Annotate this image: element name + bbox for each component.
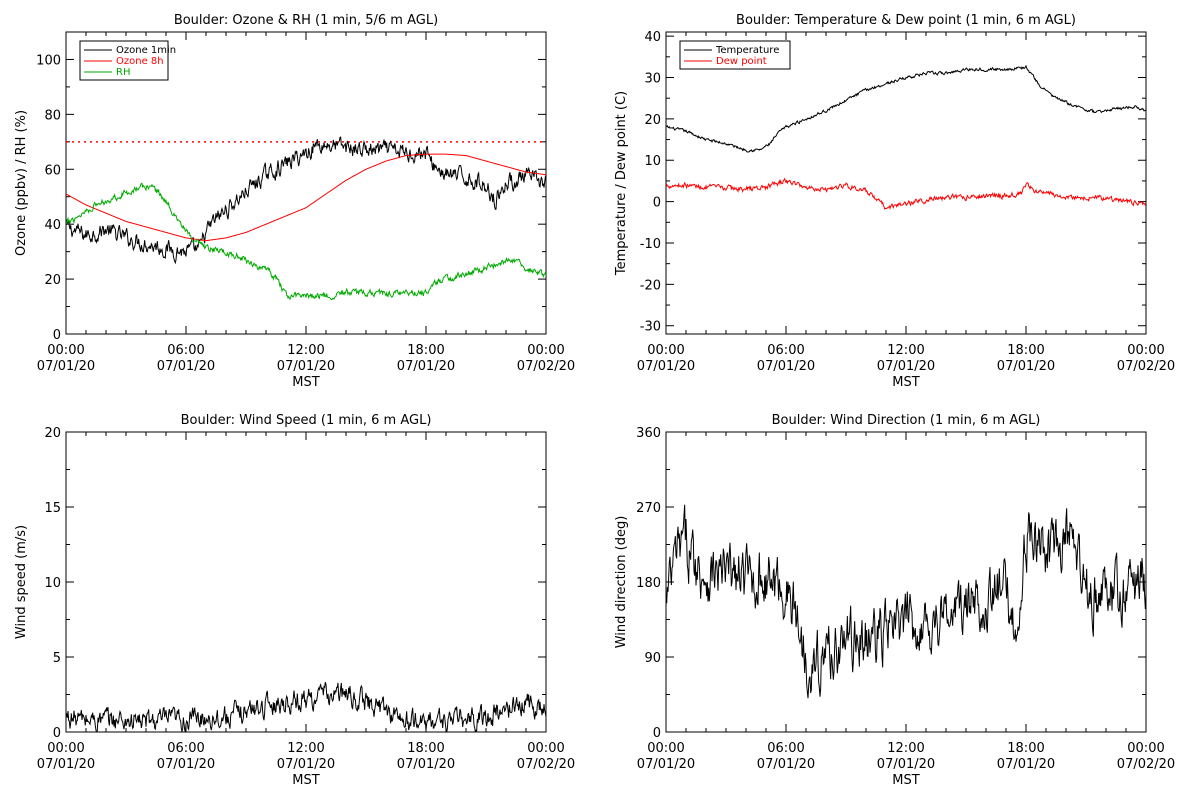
y-tick-label: 270 — [636, 501, 661, 516]
x-tick-label-time: 18:00 — [1007, 741, 1044, 756]
y-tick-label: 100 — [36, 53, 61, 68]
x-tick-label-date: 07/01/20 — [757, 757, 815, 772]
x-tick-label-date: 07/02/20 — [1117, 757, 1175, 772]
legend-label: Ozone 8h — [116, 56, 164, 67]
x-tick-label-time: 18:00 — [1007, 343, 1044, 358]
series-line-temperature — [666, 64, 1146, 153]
y-tick-label: 360 — [636, 426, 661, 441]
wind-speed-panel: Boulder: Wind Speed (1 min, 6 m AGL) 0 5 10… — [14, 413, 575, 788]
y-tick-label: -20 — [640, 278, 661, 293]
x-tick-label-date: 07/02/20 — [517, 757, 575, 772]
y-axis-label: Wind speed (m/s) — [14, 525, 29, 639]
chart-title: Boulder: Ozone & RH (1 min, 5/6 m AGL) — [174, 13, 438, 28]
x-tick-label-date: 07/01/20 — [157, 359, 215, 374]
x-tick-label-date: 07/01/20 — [277, 359, 335, 374]
chart-title: Boulder: Temperature & Dew point (1 min,… — [736, 13, 1076, 28]
x-tick-label-date: 07/02/20 — [1117, 359, 1175, 374]
x-tick-label-date: 07/01/20 — [997, 757, 1055, 772]
y-tick-label: 20 — [44, 273, 61, 288]
legend-label: Dew point — [716, 56, 767, 67]
series-line-data — [666, 504, 1146, 699]
y-tick-label: 20 — [44, 426, 61, 441]
legend-box — [679, 40, 791, 70]
x-axis-label: MST — [892, 773, 919, 788]
x-tick-label-time: 12:00 — [287, 343, 324, 358]
x-tick-label-time: 00:00 — [47, 343, 84, 358]
x-axis-label: MST — [292, 773, 319, 788]
y-tick-label: 10 — [44, 576, 61, 591]
y-tick-label: 0 — [653, 726, 661, 741]
x-tick-label-date: 07/01/20 — [397, 757, 455, 772]
legend-label: RH — [116, 67, 130, 78]
y-tick-label: 180 — [636, 576, 661, 591]
x-tick-label-time: 18:00 — [407, 741, 444, 756]
x-tick-label-time: 00:00 — [647, 343, 684, 358]
x-tick-label-time: 12:00 — [287, 741, 324, 756]
x-tick-label-time: 18:00 — [407, 343, 444, 358]
x-tick-label-date: 07/01/20 — [877, 757, 935, 772]
y-tick-label: -30 — [640, 320, 661, 335]
y-tick-label: 40 — [644, 30, 661, 45]
x-tick-label-date: 07/02/20 — [517, 359, 575, 374]
series-line-dew-point — [666, 177, 1146, 211]
series-line-ozone-1min — [66, 136, 546, 265]
legend-label: Ozone 1min — [116, 45, 176, 56]
temperature-dewpoint-panel: Boulder: Temperature & Dew point (1 min,… — [614, 13, 1175, 390]
series-line-ozone-8h — [66, 153, 546, 242]
x-tick-label-time: 00:00 — [647, 741, 684, 756]
x-tick-label-time: 00:00 — [47, 741, 84, 756]
x-tick-label-time: 06:00 — [767, 343, 804, 358]
x-tick-label-time: 06:00 — [167, 343, 204, 358]
y-tick-label: 10 — [644, 154, 661, 169]
x-tick-label-date: 07/01/20 — [277, 757, 335, 772]
x-tick-label-time: 06:00 — [167, 741, 204, 756]
legend-label: Temperature — [715, 45, 779, 56]
y-tick-label: 40 — [44, 218, 61, 233]
x-tick-label-time: 12:00 — [887, 343, 924, 358]
y-tick-label: 5 — [53, 651, 61, 666]
x-tick-label-time: 00:00 — [527, 741, 564, 756]
y-tick-label: 0 — [653, 196, 661, 211]
ozone-rh-panel: Boulder: Ozone & RH (1 min, 5/6 m AGL) 0 2… — [14, 13, 575, 390]
y-axis-label: Wind direction (deg) — [614, 516, 629, 649]
x-tick-label-date: 07/01/20 — [157, 757, 215, 772]
y-tick-label: 0 — [53, 726, 61, 741]
x-tick-label-date: 07/01/20 — [997, 359, 1055, 374]
chart-title: Boulder: Wind Speed (1 min, 6 m AGL) — [181, 413, 432, 428]
plot-frame — [65, 431, 547, 733]
x-tick-label-date: 07/01/20 — [397, 359, 455, 374]
y-tick-label: 20 — [644, 113, 661, 128]
y-tick-label: 90 — [644, 651, 661, 666]
y-tick-label: 60 — [44, 163, 61, 178]
series-line-rh — [66, 182, 546, 301]
plot-frame — [665, 431, 1147, 733]
y-tick-label: -10 — [640, 237, 661, 252]
x-axis-label: MST — [892, 375, 919, 390]
x-tick-label-time: 00:00 — [527, 343, 564, 358]
y-tick-label: 15 — [44, 501, 61, 516]
x-axis-label: MST — [292, 375, 319, 390]
x-tick-label-date: 07/01/20 — [637, 359, 695, 374]
y-tick-label: 30 — [644, 72, 661, 87]
chart-title: Boulder: Wind Direction (1 min, 6 m AGL) — [772, 413, 1041, 428]
series-line-data — [66, 681, 546, 732]
y-tick-label: 80 — [44, 108, 61, 123]
x-tick-label-date: 07/01/20 — [877, 359, 935, 374]
x-tick-label-date: 07/01/20 — [637, 757, 695, 772]
x-tick-label-time: 00:00 — [1127, 741, 1164, 756]
x-tick-label-date: 07/01/20 — [37, 359, 95, 374]
y-axis-label: Ozone (ppbv) / RH (%) — [14, 110, 29, 256]
y-tick-label: 0 — [53, 328, 61, 343]
wind-direction-panel: Boulder: Wind Direction (1 min, 6 m AGL)… — [614, 413, 1175, 788]
x-tick-label-date: 07/01/20 — [37, 757, 95, 772]
x-tick-label-date: 07/01/20 — [757, 359, 815, 374]
x-tick-label-time: 00:00 — [1127, 343, 1164, 358]
y-axis-label: Temperature / Dew point (C) — [614, 91, 629, 276]
x-tick-label-time: 12:00 — [887, 741, 924, 756]
x-tick-label-time: 06:00 — [767, 741, 804, 756]
